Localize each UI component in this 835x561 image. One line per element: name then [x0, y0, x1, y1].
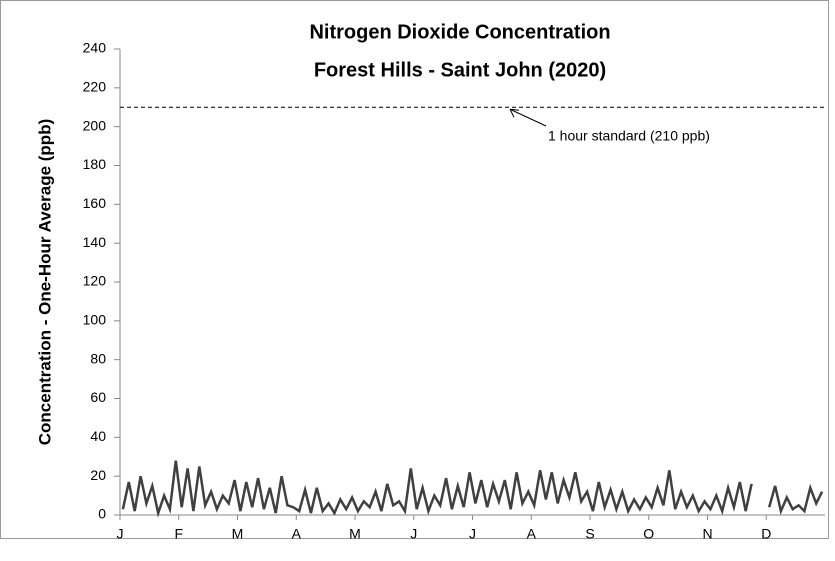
x-tick-label: M [232, 526, 244, 542]
data-line [121, 460, 824, 518]
chart-frame [0, 0, 829, 539]
y-tick-label: 160 [83, 195, 107, 211]
y-tick-label: 140 [83, 234, 107, 250]
y-tick-label: 200 [83, 117, 107, 133]
y-tick-label: 220 [83, 79, 107, 95]
y-tick-label: 0 [98, 506, 106, 522]
x-tick-label: D [761, 526, 771, 542]
x-tick-label: O [643, 526, 654, 542]
x-tick-label: A [527, 526, 537, 542]
arrow-head [509, 108, 520, 118]
y-axis-label: Concentration - One-Hour Average (ppb) [35, 119, 54, 445]
y-tick-label: 60 [90, 389, 106, 405]
y-tick-label: 80 [90, 350, 106, 366]
x-tick-label: F [174, 526, 183, 542]
chart-subtitle: Forest Hills - Saint John (2020) [314, 59, 606, 81]
x-tick-label: M [349, 526, 361, 542]
annotation-arrow [509, 108, 547, 127]
chart-title: Nitrogen Dioxide Concentration [309, 21, 610, 43]
x-tick-label: J [469, 526, 476, 542]
y-tick-label: 40 [90, 428, 106, 444]
x-tick-label: J [117, 526, 124, 542]
y-tick-label: 240 [83, 40, 107, 56]
x-tick-label: A [292, 526, 302, 542]
y-tick-label: 180 [83, 156, 107, 172]
annotation: 1 hour standard (210 ppb) [548, 128, 710, 144]
y-tick-label: 120 [83, 273, 107, 289]
x-tick-label: S [585, 526, 594, 542]
x-tick-label: N [702, 526, 712, 542]
y-tick-label: 20 [90, 467, 106, 483]
x-tick-label: J [410, 526, 417, 542]
y-tick-label: 100 [83, 312, 107, 328]
